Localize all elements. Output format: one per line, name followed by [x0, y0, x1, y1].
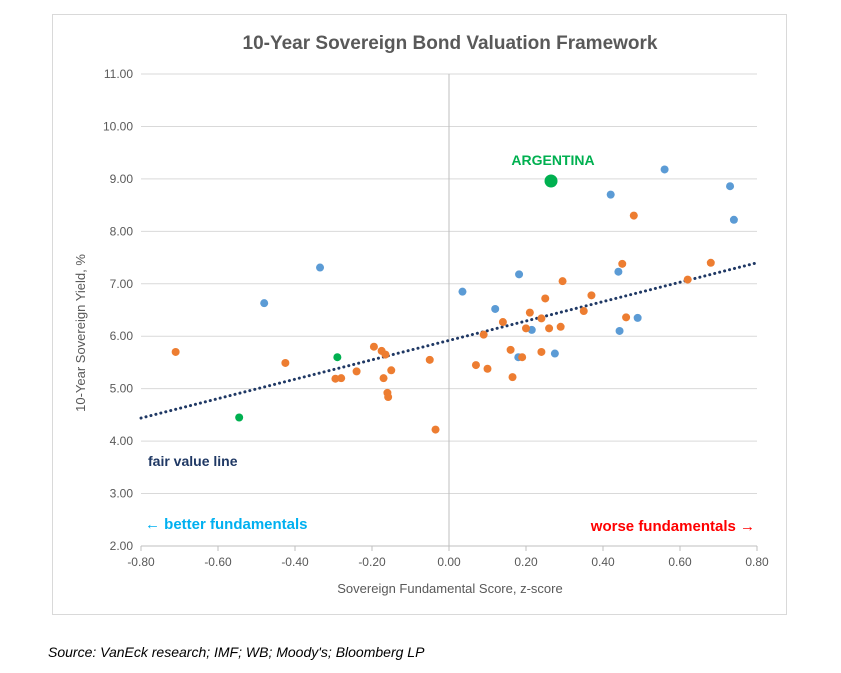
orange-point-32 [622, 313, 631, 322]
orange-point-4 [331, 374, 340, 383]
y-axis-label: 10-Year Sovereign Yield, % [73, 254, 88, 412]
y-tick-8.00: 8.00 [110, 224, 134, 238]
y-tick-11.00: 11.00 [104, 67, 133, 81]
blue-point-4 [515, 270, 524, 279]
orange-point-33 [629, 211, 638, 220]
blue-point-2 [458, 287, 467, 296]
y-tick-7.00: 7.00 [110, 277, 134, 291]
x-tick--0.60: -0.60 [204, 555, 232, 569]
blue-point-3 [491, 304, 500, 313]
worse-fundamentals-label: worse fundamentals → [590, 518, 755, 535]
x-tick-0.00: 0.00 [437, 555, 461, 569]
y-tick-10.00: 10.00 [103, 119, 133, 133]
orange-point-14 [471, 361, 480, 370]
argentina-label: ARGENTINA [511, 152, 594, 168]
blue-point-8 [606, 190, 615, 199]
x-tick-0.40: 0.40 [591, 555, 615, 569]
orange-point-0 [171, 347, 180, 356]
blue-point-9 [614, 267, 623, 276]
y-tick-labels: 2.00 3.00 4.00 5.00 6.00 7.00 8.00 9.00 10.00 11.… [103, 67, 133, 553]
orange-point-34 [683, 275, 692, 284]
orange-point-2 [352, 367, 361, 376]
blue-point-11 [633, 313, 642, 322]
orange-point-35 [706, 258, 715, 267]
x-tick--0.80: -0.80 [127, 555, 155, 569]
orange-point-16 [483, 364, 492, 373]
axes [140, 74, 758, 551]
y-tick-4.00: 4.00 [110, 434, 134, 448]
orange-point-28 [558, 277, 567, 286]
blue-point-7 [550, 349, 559, 358]
argentina-point [544, 174, 558, 188]
fair-value-trendline [139, 261, 759, 420]
orange-point-9 [387, 366, 396, 375]
orange-point-8 [379, 374, 388, 383]
blue-point-13 [726, 182, 735, 191]
orange-point-20 [518, 353, 527, 362]
orange-point-3 [337, 374, 346, 383]
y-tick-6.00: 6.00 [110, 329, 134, 343]
x-tick-0.80: 0.80 [745, 555, 769, 569]
orange-point-18 [506, 345, 515, 354]
x-tick--0.40: -0.40 [281, 555, 309, 569]
blue-point-12 [660, 165, 669, 174]
orange-point-7 [381, 350, 390, 359]
blue-point-1 [316, 263, 325, 272]
orange-point-27 [556, 322, 565, 331]
green-point-1 [333, 353, 342, 362]
x-tick--0.20: -0.20 [358, 555, 386, 569]
fair-value-label: fair value line [148, 453, 238, 469]
blue-point-14 [729, 215, 738, 224]
orange-point-12 [425, 355, 434, 364]
blue-point-0 [260, 299, 269, 308]
blue-point-10 [615, 326, 624, 335]
better-fundamentals-label: ← better fundamentals [145, 516, 308, 533]
y-tick-2.00: 2.00 [110, 539, 134, 553]
x-tick-0.60: 0.60 [668, 555, 692, 569]
chart-frame: 10-Year Sovereign Bond Valuation Framewo… [52, 14, 787, 615]
orange-point-31 [618, 259, 627, 268]
orange-point-13 [431, 425, 440, 434]
orange-point-23 [537, 347, 546, 356]
x-axis-label: Sovereign Fundamental Score, z-score [337, 581, 562, 596]
scatter-chart: 10-Year Sovereign Bond Valuation Framewo… [73, 33, 769, 596]
x-tick-labels: -0.80 -0.60 -0.40 -0.20 0.00 0.20 0.40 0.60 0.80 [127, 555, 769, 569]
source-note: Source: VanEck research; IMF; WB; Moody'… [48, 644, 425, 660]
y-tick-9.00: 9.00 [110, 172, 134, 186]
orange-point-17 [498, 318, 507, 327]
orange-point-19 [508, 373, 517, 382]
y-tick-3.00: 3.00 [110, 487, 134, 501]
orange-point-1 [281, 358, 290, 367]
orange-point-24 [537, 314, 546, 323]
x-tick-0.20: 0.20 [514, 555, 538, 569]
y-tick-5.00: 5.00 [110, 382, 134, 396]
orange-point-15 [479, 330, 488, 339]
orange-point-21 [522, 324, 530, 333]
data-points [171, 165, 738, 434]
orange-point-22 [525, 308, 534, 317]
orange-point-30 [587, 291, 596, 300]
orange-point-5 [369, 342, 378, 351]
green-point-0 [235, 413, 244, 422]
chart-title: 10-Year Sovereign Bond Valuation Framewo… [243, 33, 658, 54]
orange-point-29 [579, 307, 588, 316]
orange-point-26 [545, 324, 554, 333]
orange-point-11 [384, 393, 393, 402]
orange-point-25 [541, 294, 550, 303]
